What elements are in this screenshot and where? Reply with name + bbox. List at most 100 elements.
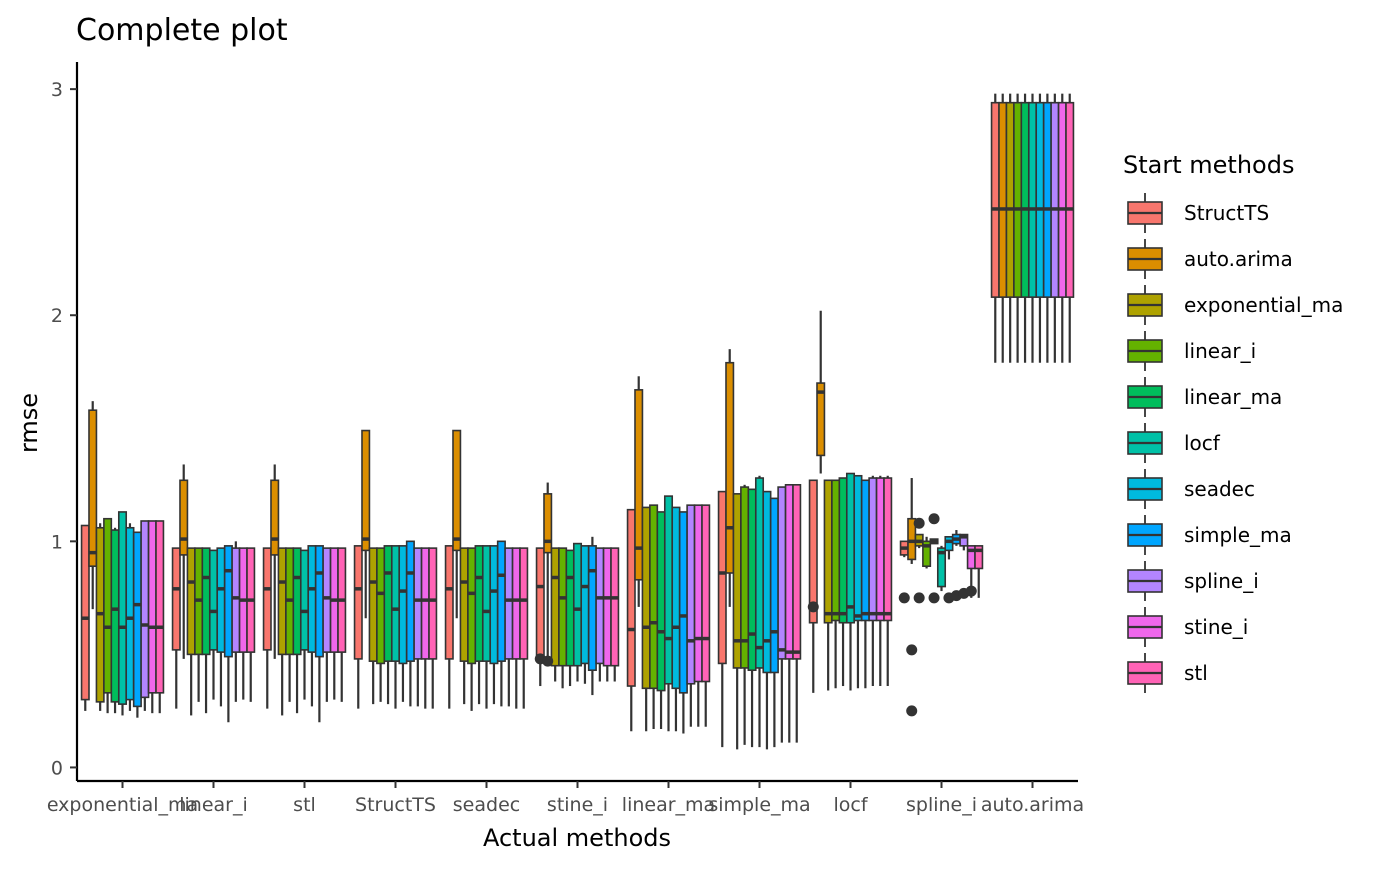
box-seadec-stl: [519, 547, 529, 660]
box-auto.arima-linear_i: [1013, 101, 1023, 298]
box-linear_ma-StructTS: [626, 508, 636, 687]
box-StructTS-linear_i: [376, 547, 386, 665]
legend-label-simple_ma: simple_ma: [1184, 523, 1292, 547]
box-StructTS-locf: [390, 545, 401, 662]
box-seadec-linear_i: [467, 547, 477, 665]
box-seadec-auto.arima: [452, 429, 462, 552]
box-seadec-linear_ma: [474, 545, 484, 662]
box-stl-StructTS: [262, 547, 272, 651]
box-exponential_ma-stine_i: [147, 520, 157, 694]
box-locf-stl: [883, 477, 893, 622]
y-tick-label-3: 3: [51, 79, 63, 101]
outlier-spline_i-exponential_ma-1: [913, 517, 925, 529]
legend-label-stl: stl: [1184, 661, 1208, 685]
x-tick-label-linear_i: linear_i: [179, 794, 248, 816]
box-linear_ma-spline_i: [686, 504, 696, 685]
x-tick-label-StructTS: StructTS: [355, 794, 436, 816]
legend-label-linear_i: linear_i: [1184, 339, 1256, 363]
box-simple_ma-locf: [754, 477, 765, 669]
box-linear_ma-locf: [663, 495, 674, 685]
box-auto.arima-locf: [1027, 101, 1038, 298]
box-linear_ma-exponential_ma: [641, 506, 651, 690]
box-linear_ma-stl: [701, 504, 711, 683]
box-linear_ma-auto.arima: [634, 389, 644, 581]
box-locf-linear_ma: [838, 477, 848, 624]
box-seadec-spline_i: [504, 547, 514, 660]
box-auto.arima-StructTS: [990, 101, 1000, 298]
box-stl-auto.arima: [270, 479, 280, 556]
plot-area: [80, 93, 1075, 750]
box-locf-simple_ma: [860, 479, 870, 622]
box-stine_i-exponential_ma: [550, 547, 560, 667]
x-tick-label-seadec: seadec: [453, 794, 520, 816]
outlier-spline_i-auto.arima-1: [906, 705, 918, 717]
box-locf-StructTS: [808, 479, 818, 624]
legend-label-linear_ma: linear_ma: [1184, 385, 1282, 409]
box-stine_i-auto.arima: [543, 493, 553, 554]
box-simple_ma-stl: [792, 484, 802, 660]
box-locf-seadec: [853, 474, 863, 622]
box-stine_i-linear_ma: [565, 549, 575, 667]
box-StructTS-auto.arima: [361, 429, 371, 552]
outlier-spline_i-linear_ma-1: [928, 513, 940, 525]
box-spline_i-seadec: [944, 536, 954, 552]
box-auto.arima-spline_i: [1050, 101, 1060, 298]
box-spline_i-spline_i: [959, 533, 969, 547]
box-seadec-stine_i: [511, 547, 521, 660]
box-linear_ma-linear_ma: [656, 511, 666, 692]
box-linear_i-linear_ma: [201, 547, 211, 656]
box-simple_ma-linear_ma: [747, 488, 757, 672]
box-stine_i-stine_i: [602, 547, 612, 667]
box-linear_ma-seadec: [671, 506, 681, 690]
box-stine_i-stl: [610, 547, 620, 667]
box-spline_i-locf: [936, 547, 947, 588]
box-spline_i-linear_i: [922, 540, 932, 568]
box-stl-locf: [299, 549, 310, 651]
box-StructTS-seadec: [398, 545, 408, 665]
outlier-spline_i-linear_ma-0: [928, 592, 940, 604]
box-locf-auto.arima: [816, 382, 826, 457]
y-tick-label-1: 1: [51, 531, 63, 553]
box-stl-seadec: [307, 545, 317, 653]
outlier-locf-StructTS-0: [807, 601, 819, 613]
box-StructTS-stl: [428, 547, 438, 660]
x-tick-label-auto.arima: auto.arima: [981, 794, 1084, 816]
box-linear_i-exponential_ma: [186, 547, 196, 656]
box-exponential_ma-locf: [117, 511, 128, 705]
x-tick-label-linear_ma: linear_ma: [622, 794, 715, 816]
box-StructTS-stine_i: [420, 547, 430, 660]
box-stl-simple_ma: [314, 545, 324, 658]
box-exponential_ma-simple_ma: [132, 531, 142, 708]
box-simple_ma-StructTS: [717, 490, 727, 665]
box-locf-spline_i: [868, 477, 878, 622]
box-seadec-exponential_ma: [459, 547, 469, 662]
legend-label-locf: locf: [1184, 431, 1221, 455]
legend-label-exponential_ma: exponential_ma: [1184, 293, 1343, 317]
legend-label-spline_i: spline_i: [1184, 569, 1259, 593]
x-tick-label-spline_i: spline_i: [906, 794, 977, 816]
box-linear_i-seadec: [216, 547, 226, 653]
box-exponential_ma-StructTS: [80, 524, 90, 701]
box-auto.arima-stine_i: [1057, 101, 1067, 298]
box-linear_i-locf: [208, 549, 219, 651]
box-stine_i-locf: [572, 542, 583, 667]
box-StructTS-exponential_ma: [368, 547, 378, 662]
box-locf-stine_i: [875, 477, 885, 622]
box-StructTS-simple_ma: [405, 540, 415, 662]
legend-label-stine_i: stine_i: [1184, 615, 1248, 639]
box-StructTS-linear_ma: [383, 545, 393, 662]
box-stine_i-spline_i: [595, 547, 605, 665]
box-StructTS-StructTS: [353, 545, 363, 660]
box-locf-locf: [845, 472, 856, 624]
x-tick-label-exponential_ma: exponential_ma: [47, 794, 198, 816]
box-exponential_ma-seadec: [125, 526, 135, 701]
x-tick-label-simple_ma: simple_ma: [708, 794, 810, 816]
box-locf-exponential_ma: [823, 479, 833, 624]
chart-title: Complete plot: [76, 13, 288, 48]
box-StructTS-spline_i: [413, 547, 423, 660]
box-stine_i-StructTS: [535, 547, 545, 662]
x-tick-label-locf: locf: [833, 794, 868, 816]
box-seadec-locf: [481, 545, 492, 662]
